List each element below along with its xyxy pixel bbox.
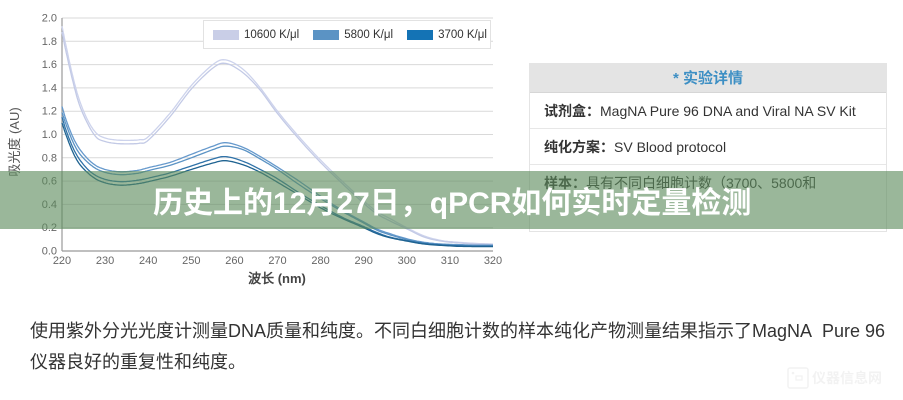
svg-text:230: 230 [96, 255, 114, 267]
svg-text:290: 290 [355, 255, 373, 267]
svg-text:1.4: 1.4 [42, 82, 57, 94]
svg-text:310: 310 [441, 255, 459, 267]
svg-text:220: 220 [53, 255, 71, 267]
svg-text:1.0: 1.0 [42, 129, 57, 141]
svg-text:250: 250 [182, 255, 200, 267]
svg-text:300: 300 [398, 255, 416, 267]
svg-text:240: 240 [139, 255, 157, 267]
svg-text:吸光度 (AU): 吸光度 (AU) [7, 107, 22, 176]
svg-text:1.6: 1.6 [42, 59, 57, 71]
svg-text:1.8: 1.8 [42, 36, 57, 48]
svg-text:260: 260 [225, 255, 243, 267]
svg-text:波长 (nm): 波长 (nm) [248, 271, 306, 286]
svg-text:280: 280 [311, 255, 329, 267]
svg-text:0.8: 0.8 [42, 152, 57, 164]
svg-text:2.0: 2.0 [42, 13, 57, 25]
svg-text:320: 320 [484, 255, 502, 267]
svg-text:1.2: 1.2 [42, 106, 57, 118]
svg-text:270: 270 [268, 255, 286, 267]
